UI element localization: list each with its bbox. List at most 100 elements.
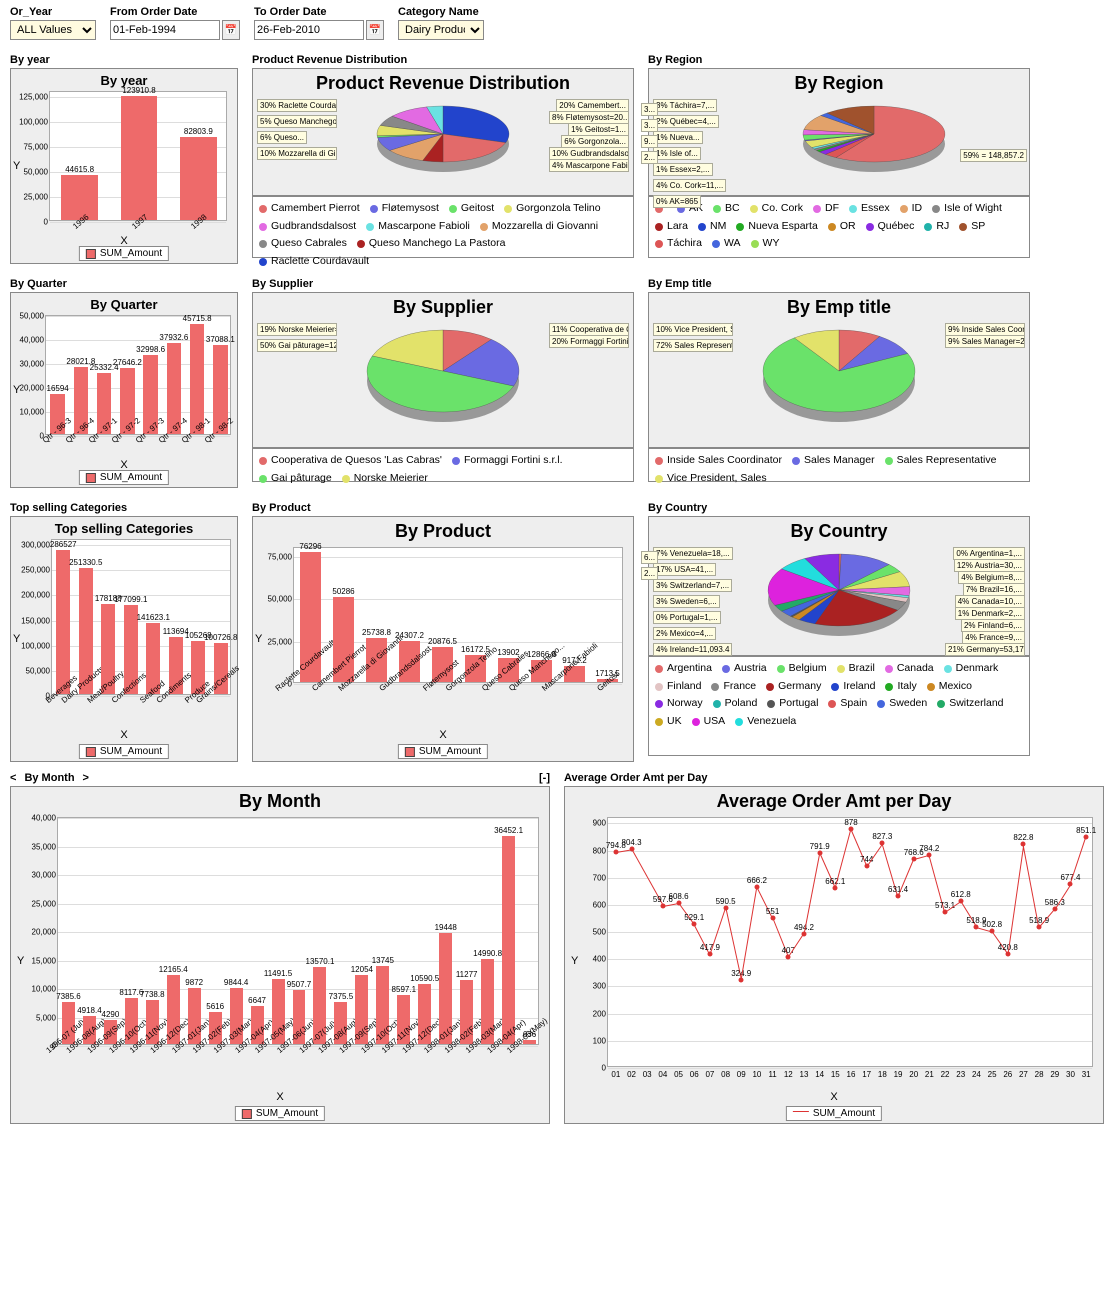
bar[interactable] [61,175,98,220]
tile-by-emp: By Emp title By Emp title 10% Vice Presi… [648,274,1030,488]
legend-item: Sweden [877,696,927,712]
legend-item: Camembert Pierrot [259,201,360,217]
to-date-input[interactable] [254,20,364,40]
calendar-icon[interactable]: 📅 [366,20,384,40]
legend-item: Spain [828,696,867,712]
chart-prod-rev-dist[interactable]: Product Revenue Distribution 30% Raclett… [252,68,634,196]
filter-bar: Or_Year ALL Values From Order Date 📅 To … [4,4,1110,50]
legend-item: SP [959,219,985,235]
legend-item: Denmark [944,661,999,677]
legend-item: Portugal [767,696,818,712]
filter-label: From Order Date [110,6,240,18]
filter-to-date: To Order Date 📅 [254,6,384,40]
filter-label: Category Name [398,6,484,18]
legend: SUM_Amount [786,1106,882,1121]
filter-or-year: Or_Year ALL Values [10,6,96,40]
legend-item: Norske Meierier [342,471,428,487]
filter-from-date: From Order Date 📅 [110,6,240,40]
bar[interactable] [121,96,158,220]
or-year-select[interactable]: ALL Values [10,20,96,40]
pie-callout: 4% Mascarpone Fabioli=9,171.2 [549,159,629,172]
pie-callout: 2% Mexico=4,... [653,627,716,640]
legend-item: WA [712,236,741,252]
legend-item: UK [655,714,682,730]
legend-item: RJ [924,219,949,235]
pie-callout: 21% Germany=53,170.9 [945,643,1025,656]
bar[interactable] [180,137,217,220]
filter-label: To Order Date [254,6,384,18]
legend-item: Argentina [655,661,712,677]
tile-by-supplier: By Supplier By Supplier 19% Norske Meier… [252,274,634,488]
from-date-input[interactable] [110,20,220,40]
legend: SUM_Amount [79,246,169,261]
chart-by-country[interactable]: By Country 7% Venezuela=18,...17% USA=41… [648,516,1030,656]
bottom-row: < By Month > [-] By Month 05,00010,00015… [4,762,1110,1130]
calendar-icon[interactable]: 📅 [222,20,240,40]
legend-item: WY [751,236,780,252]
pie-callout: 3% Sweden=6,... [653,595,720,608]
legend: SUM_Amount [79,744,169,759]
tile-by-year: By year By year 025,00050,00075,000100,0… [10,50,238,264]
pie-callout: 20% Formaggi Fortini s.r.l.=51,082.5 [549,335,629,348]
legend-item: Canada [885,661,934,677]
legend-item: Co. Cork [750,201,803,217]
tile-by-region: By Region By Region 3% Táchira=7,...2% Q… [648,50,1030,264]
chart-by-emp-title[interactable]: By Emp title 10% Vice President, Sales=2… [648,292,1030,448]
chart-by-quarter[interactable]: By Quarter 010,00020,00030,00040,00050,0… [10,292,238,488]
pie-callout: 7% Venezuela=18,... [653,547,733,560]
pie-callout: 1% Nueva... [653,131,703,144]
filter-category: Category Name Dairy Produc... [398,6,484,40]
pie-callout: 5% Queso Manchego La Pastora=12... [257,115,337,128]
pie-callout: 0% Portugal=1,... [653,611,721,624]
legend-item: Norway [655,696,703,712]
month-prev[interactable]: < [10,772,16,784]
pie-callout: 6% Queso... [257,131,307,144]
tile-top-cat: Top selling Categories Top selling Categ… [10,498,238,762]
collapse-toggle[interactable]: [-] [539,772,550,784]
tile-prod-rev: Product Revenue Distribution Product Rev… [252,50,634,264]
pie-callout: 3% Switzerland=7,... [653,579,732,592]
category-select[interactable]: Dairy Produc... [398,20,484,40]
pie-callout: 3% Táchira=7,... [653,99,717,112]
bar[interactable] [56,550,70,694]
legend-item: Sales Manager [792,453,875,469]
tile-by-quarter: By Quarter By Quarter 010,00020,00030,00… [10,274,238,488]
legend: Inside Sales CoordinatorSales ManagerSal… [648,448,1030,482]
legend: ArgentinaAustriaBelgiumBrazilCanadaDenma… [648,656,1030,756]
legend-item: Mozzarella di Giovanni [480,219,598,235]
bar[interactable] [502,836,515,1044]
legend-item: Finland [655,679,701,695]
legend-item: Mascarpone Fabioli [366,219,470,235]
legend-item: Isle of Wight [932,201,1002,217]
legend-item: Queso Manchego La Pastora [357,236,506,252]
chart-by-product[interactable]: By Product 025,00050,00075,00076296Racle… [252,516,634,762]
chart-avg-per-day[interactable]: Average Order Amt per Day 01002003004005… [564,786,1104,1124]
legend-item: Switzerland [937,696,1003,712]
tile-by-product: By Product By Product 025,00050,00075,00… [252,498,634,762]
month-next[interactable]: > [83,772,89,784]
pie-callout: 50% Gai pâturage=126,582 [257,339,337,352]
legend-item: NM [698,219,726,235]
pie-callout: 30% Raclette Courdavault=76... [257,99,337,112]
legend-item: DF [813,201,839,217]
legend-item: Geitost [449,201,494,217]
legend-item: Gudbrandsdalsost [259,219,356,235]
chart-by-supplier[interactable]: By Supplier 19% Norske Meierier=46,897.2… [252,292,634,448]
pie-callout: 1% Essex=2,... [653,163,713,176]
legend-item: Brazil [837,661,875,677]
chart-by-year[interactable]: By year 025,00050,00075,000100,000125,00… [10,68,238,264]
legend-item: Austria [722,661,767,677]
legend-item: BC [713,201,740,217]
legend-item: Inside Sales Coordinator [655,453,782,469]
pie-callout: 17% USA=41,... [653,563,716,576]
chart-by-month[interactable]: By Month 05,00010,00015,00020,00025,0003… [10,786,550,1124]
pie-callout: 0% AK=865 [653,195,701,208]
legend-item: Gorgonzola Telino [504,201,600,217]
legend-item: Fløtemysost [370,201,439,217]
pie-callout: 4% Co. Cork=11,... [653,179,726,192]
chart-top-categories[interactable]: Top selling Categories 050,000100,000150… [10,516,238,762]
pie-callout: 2% Québec=4,... [653,115,719,128]
chart-by-region[interactable]: By Region 3% Táchira=7,...2% Québec=4,..… [648,68,1030,196]
legend-item: Gai pâturage [259,471,332,487]
legend-item: Táchira [655,236,702,252]
